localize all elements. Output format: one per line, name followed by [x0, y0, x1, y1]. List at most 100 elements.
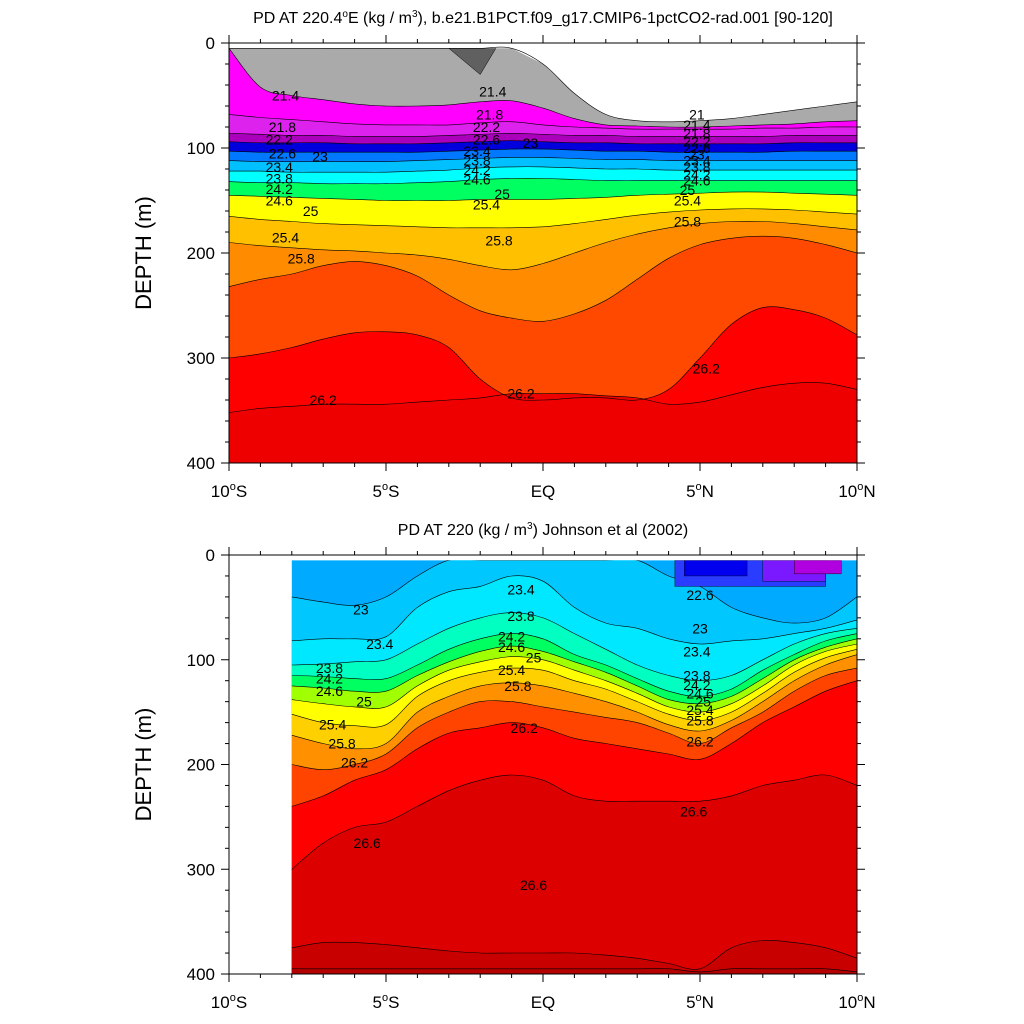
contour-line	[291, 968, 857, 973]
contour-line	[229, 306, 857, 401]
y-tick-label: 300	[187, 349, 215, 368]
contour-label: 21.8	[476, 106, 503, 122]
contour-label: 25.8	[288, 250, 315, 266]
y-axis-label: DEPTH (m)	[131, 708, 156, 822]
contour-label: 26.6	[354, 835, 381, 851]
y-tick-label: 0	[206, 546, 215, 565]
contour-label: 21.8	[683, 125, 710, 141]
contour-fill	[291, 774, 857, 974]
contour-line	[229, 114, 857, 130]
contour-line	[229, 140, 857, 145]
contour-line	[229, 191, 857, 201]
contour-label: 25.4	[473, 197, 500, 213]
contour-label: 25.8	[328, 736, 355, 752]
y-axis-label: DEPTH (m)	[131, 196, 156, 310]
contour-fill	[794, 560, 842, 575]
contour-label: 24.2	[683, 677, 710, 693]
contour-label: 22.2	[266, 132, 293, 148]
masked-area	[229, 43, 857, 122]
contour-label: 22.6	[683, 140, 710, 156]
contour-line	[291, 654, 857, 750]
contour-label: 26.2	[693, 361, 720, 377]
contour-label: 23	[353, 601, 369, 617]
masked-area	[291, 555, 857, 561]
contour-label: 22.6	[269, 145, 296, 161]
contour-label: 24.6	[316, 683, 343, 699]
contour-label: 25.8	[674, 214, 701, 230]
contour-line	[291, 939, 857, 970]
contour-label: 24.6	[266, 193, 293, 209]
contour-line	[291, 649, 857, 728]
contour-label: 24.6	[463, 172, 490, 188]
contour-label: 23.4	[366, 636, 393, 652]
contour-line	[291, 612, 857, 682]
contour-label: 23.4	[683, 643, 710, 659]
contour-label: 23.8	[683, 159, 710, 175]
contour-label: 25	[303, 203, 319, 219]
contour-label: 24.6	[686, 685, 713, 701]
y-tick-label: 200	[187, 756, 215, 775]
contour-label: 25.4	[272, 229, 299, 245]
contour-label: 25	[356, 694, 372, 710]
contour-label: 25.8	[485, 232, 512, 248]
x-tick-label: 10oS	[211, 481, 247, 501]
contour-label: 24.6	[683, 173, 710, 189]
contour-label: 25	[680, 182, 696, 198]
contour-line	[229, 157, 857, 162]
x-tick-label: EQ	[531, 993, 556, 1012]
contour-line	[229, 382, 857, 413]
contour-line	[291, 680, 857, 807]
contour-label: 22.6	[473, 132, 500, 148]
x-tick-label: 5oN	[686, 481, 714, 501]
contour-label: 25.4	[498, 662, 525, 678]
contour-label: 23.8	[683, 667, 710, 683]
contour-line	[229, 166, 857, 173]
contour-line	[229, 220, 857, 271]
contour-label: 23.8	[266, 170, 293, 186]
contour-label: 21.4	[272, 88, 299, 104]
contour-label: 26.2	[511, 720, 538, 736]
contour-label: 22.2	[473, 119, 500, 135]
contour-label: 23.4	[266, 159, 293, 175]
y-tick-label: 0	[206, 34, 215, 53]
contour-label: 23.4	[463, 143, 490, 159]
contour-label: 24.6	[498, 639, 525, 655]
x-tick-label: 5oS	[373, 481, 400, 501]
y-tick-label: 400	[187, 965, 215, 984]
contour-label: 25.4	[686, 702, 713, 718]
contour-label: 25	[494, 186, 510, 202]
contour-label: 25.8	[504, 678, 531, 694]
contour-label: 23.4	[683, 153, 710, 169]
contour-label: 26.2	[341, 754, 368, 770]
contour-label: 25.4	[319, 717, 346, 733]
contour-label: 26.2	[310, 392, 337, 408]
contour-label: 24.2	[463, 162, 490, 178]
contour-label: 21.4	[479, 83, 506, 99]
contour-line	[229, 178, 857, 185]
contour-line	[229, 132, 857, 137]
x-tick-label: 5oS	[373, 992, 400, 1012]
contour-label: 23.8	[316, 660, 343, 676]
contour-label: 25	[526, 650, 542, 666]
contour-label: 24.2	[316, 671, 343, 687]
contour-line	[229, 235, 857, 322]
x-tick-label: 5oN	[686, 992, 714, 1012]
x-tick-label: 10oN	[838, 992, 875, 1012]
y-tick-label: 100	[187, 651, 215, 670]
contour-label: 23.8	[463, 153, 490, 169]
chart-title: PD AT 220 (kg / m3) Johnson et al (2002)	[398, 521, 688, 539]
contour-line	[229, 48, 857, 128]
contour-label: 25.8	[686, 713, 713, 729]
contour-label: 25.4	[674, 193, 701, 209]
contour-line	[291, 667, 857, 771]
contour-line	[229, 46, 857, 123]
contour-line	[291, 638, 857, 705]
x-tick-label: 10oN	[838, 481, 875, 501]
contour-label: 22.2	[683, 134, 710, 150]
contour-label: 25	[695, 694, 711, 710]
contour-fill	[229, 382, 857, 463]
contour-line	[291, 575, 857, 645]
model-panel: 21.4 21.421.821.822.222.622.222.6232323.4…	[131, 9, 876, 501]
contour-label: 26.6	[520, 877, 547, 893]
